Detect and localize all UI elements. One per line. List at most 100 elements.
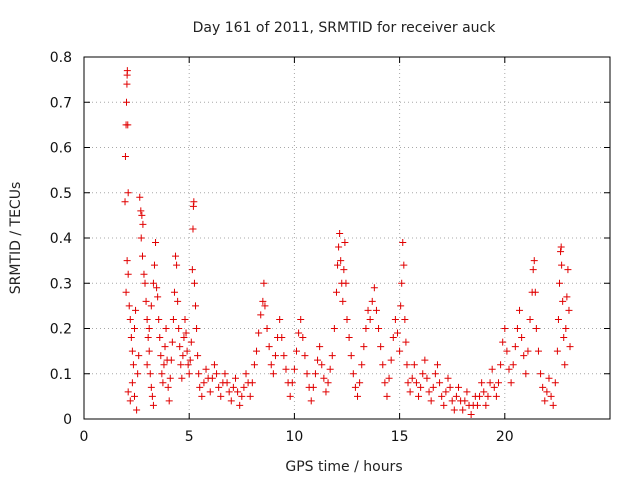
data-point xyxy=(391,315,399,323)
data-point xyxy=(178,374,186,382)
data-point xyxy=(370,284,378,292)
y-tick-label: 0.2 xyxy=(50,322,72,338)
data-point xyxy=(563,293,571,301)
data-point xyxy=(290,365,298,373)
data-point xyxy=(180,334,188,342)
data-point xyxy=(541,397,549,405)
data-point xyxy=(387,356,395,364)
data-point xyxy=(124,121,132,129)
data-point xyxy=(236,401,244,409)
data-point xyxy=(130,392,138,400)
data-point xyxy=(455,383,463,391)
data-point xyxy=(123,257,131,265)
data-point xyxy=(419,370,427,378)
data-point xyxy=(260,279,268,287)
data-point xyxy=(410,361,418,369)
data-point xyxy=(132,306,140,314)
data-point xyxy=(221,370,229,378)
data-point xyxy=(286,392,294,400)
data-point xyxy=(452,392,460,400)
data-point xyxy=(190,198,198,206)
data-point xyxy=(559,297,567,305)
data-point xyxy=(309,383,317,391)
data-point xyxy=(442,388,450,396)
data-point xyxy=(261,302,269,310)
data-point xyxy=(337,257,345,265)
data-point xyxy=(429,383,437,391)
data-point xyxy=(539,383,547,391)
data-point xyxy=(129,361,137,369)
data-point xyxy=(303,370,311,378)
data-point xyxy=(198,392,206,400)
data-point xyxy=(301,352,309,360)
data-point xyxy=(137,234,145,242)
data-point xyxy=(501,325,509,332)
data-point xyxy=(253,347,261,355)
data-point xyxy=(135,352,143,360)
data-point xyxy=(210,361,218,369)
data-point xyxy=(421,356,429,364)
data-point xyxy=(379,361,387,369)
data-point xyxy=(147,302,155,310)
data-point xyxy=(566,343,574,351)
data-point xyxy=(148,392,156,400)
data-point xyxy=(560,334,568,342)
data-point xyxy=(516,306,524,314)
data-point xyxy=(326,365,334,373)
data-point xyxy=(530,257,538,265)
data-point xyxy=(557,248,565,256)
data-point xyxy=(556,279,564,287)
data-point xyxy=(200,379,208,387)
data-point xyxy=(206,388,214,396)
data-point xyxy=(299,334,307,342)
data-point xyxy=(156,334,164,342)
data-point xyxy=(494,379,502,387)
data-point xyxy=(150,261,158,269)
data-point xyxy=(381,379,389,387)
data-point xyxy=(134,370,142,378)
data-point xyxy=(320,374,328,382)
data-point xyxy=(121,153,129,161)
data-point xyxy=(184,361,192,369)
x-tick-label: 15 xyxy=(391,429,409,445)
data-point xyxy=(257,311,265,319)
y-tick-label: 0.3 xyxy=(50,276,72,292)
data-point xyxy=(518,334,526,342)
data-point xyxy=(553,347,561,355)
y-tick-label: 0.8 xyxy=(50,50,72,66)
data-point xyxy=(440,401,448,409)
data-point xyxy=(431,370,439,378)
data-point xyxy=(240,383,248,391)
data-point xyxy=(406,388,414,396)
data-point xyxy=(401,315,409,323)
data-point xyxy=(397,302,405,310)
y-tick-label: 0.6 xyxy=(50,141,72,157)
data-point xyxy=(520,352,528,360)
data-point xyxy=(185,370,193,378)
data-point xyxy=(217,392,225,400)
data-point xyxy=(157,352,165,360)
data-point xyxy=(142,297,150,305)
y-tick-label: 0 xyxy=(63,412,72,428)
data-point xyxy=(267,361,275,369)
data-point xyxy=(227,397,235,405)
data-point xyxy=(276,315,284,323)
data-point xyxy=(368,297,376,305)
data-point xyxy=(126,397,134,405)
data-point xyxy=(549,401,557,409)
data-point xyxy=(152,239,160,247)
data-point xyxy=(497,361,505,369)
data-point xyxy=(511,343,519,351)
data-point xyxy=(417,383,425,391)
data-point xyxy=(126,315,134,323)
data-point xyxy=(311,370,319,378)
data-point xyxy=(250,361,258,369)
data-point xyxy=(415,392,423,400)
data-point xyxy=(484,392,492,400)
x-tick-label: 0 xyxy=(80,429,89,445)
data-point xyxy=(322,388,330,396)
data-point xyxy=(503,347,511,355)
data-point xyxy=(213,370,221,378)
data-points xyxy=(121,67,574,418)
